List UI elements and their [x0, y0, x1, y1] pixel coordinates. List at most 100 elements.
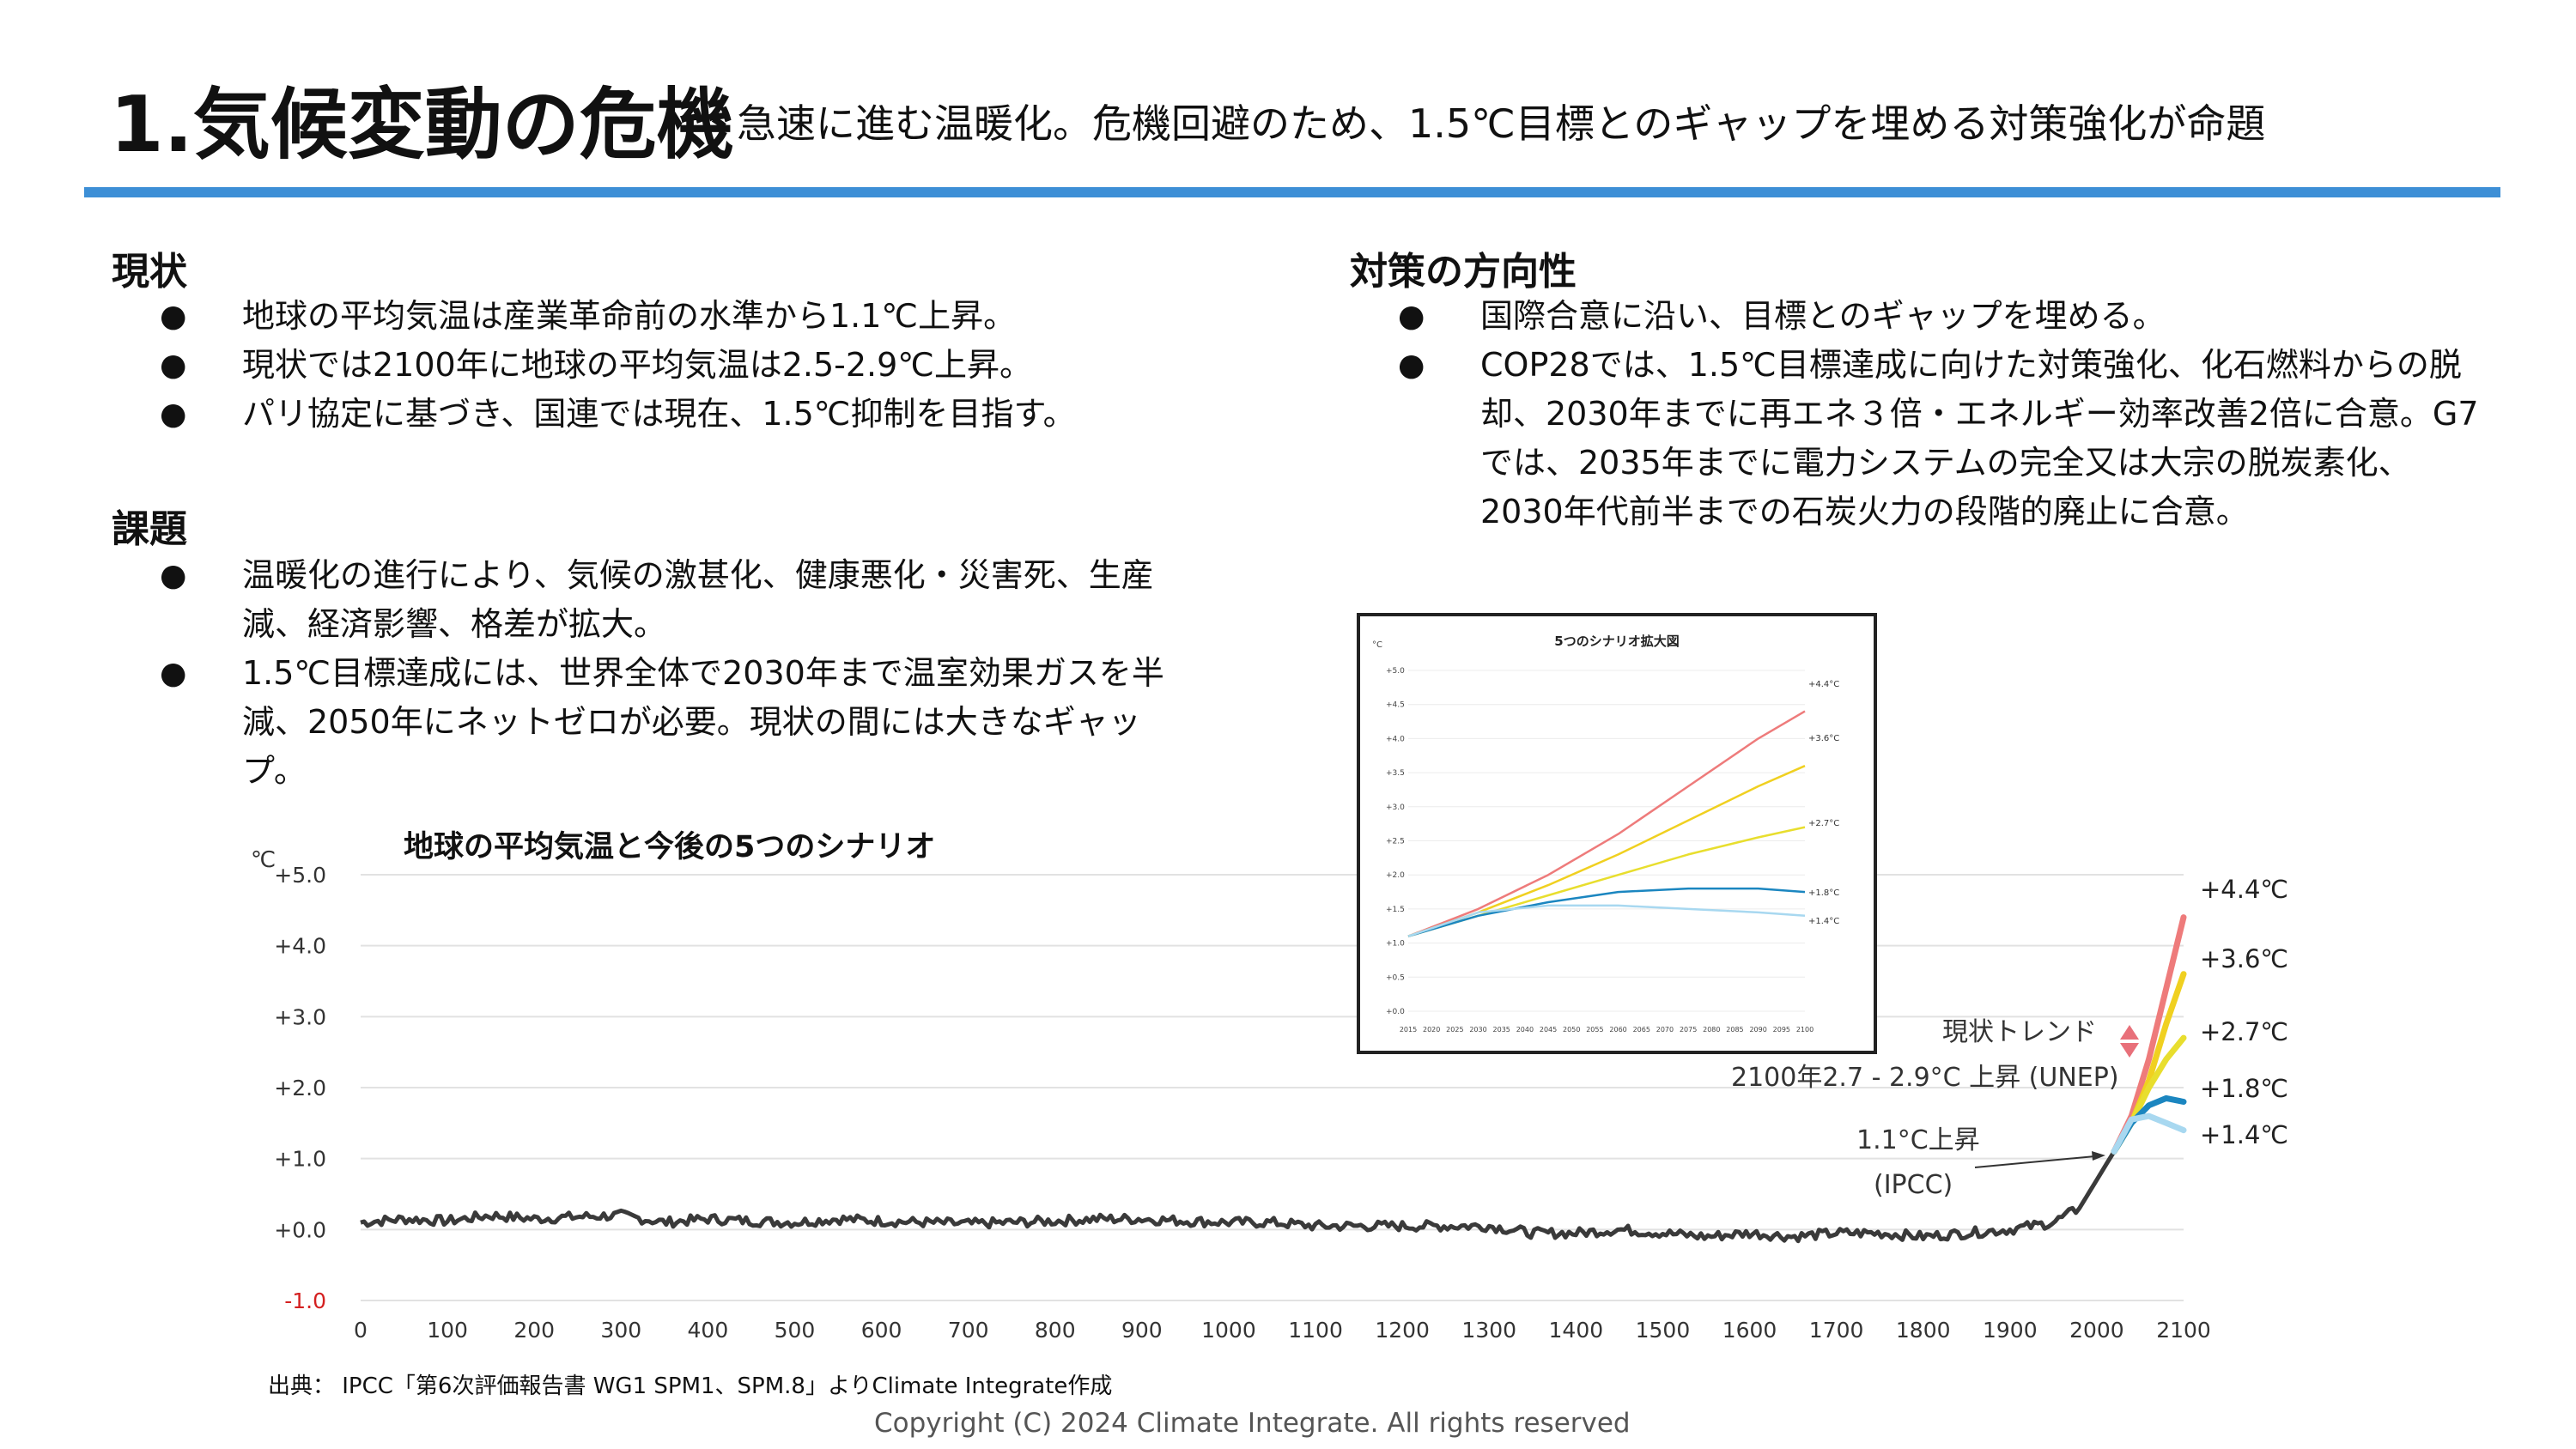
inset-scenario-label: +4.4°C [1808, 680, 1839, 689]
scenario-label: +3.6℃ [2200, 944, 2288, 973]
x-tick-label: 1100 [1288, 1318, 1343, 1343]
inset-y-tick-label: +2.5 [1386, 838, 1405, 846]
list-item: ● 現状では2100年に地球の平均気温は2.5-2.9℃上昇。 [112, 341, 1185, 390]
x-tick-label: 200 [513, 1318, 555, 1343]
issues-heading: 課題 [112, 507, 187, 551]
x-tick-label: 500 [775, 1318, 816, 1343]
issues-list: ● 温暖化の進行により、気候の激甚化、健康悪化・災害死、生産減、経済影響、格差が拡… [112, 551, 1176, 796]
inset-scenario-label: +1.4°C [1808, 917, 1839, 926]
measures-list: ● 国際合意に沿い、目標とのギャップを埋める。 ● COP28では、1.5℃目標達成… [1350, 292, 2492, 537]
inset-y-tick-label: +3.5 [1386, 769, 1405, 778]
inset-x-tick-label: 2050 [1563, 1026, 1580, 1034]
inset-y-tick-label: +5.0 [1386, 667, 1405, 676]
list-item: ● 地球の平均気温は産業革命前の水準から1.1℃上昇。 [112, 292, 1185, 341]
y-tick-label: +3.0 [274, 1004, 326, 1029]
inset-y-tick-label: +3.0 [1386, 803, 1405, 812]
inset-chart-frame: +5.0 +4.5 +4.0 +3.5 +3.0 +2.5 +2.0 +1.5 +1.0 +0.5… [1357, 613, 1877, 1054]
x-tick-label: 1200 [1375, 1318, 1430, 1343]
inset-y-tick-label: +0.5 [1386, 973, 1405, 982]
trend-annotation: 現状トレンド [1942, 1017, 2097, 1047]
inset-x-tick-label: 2055 [1586, 1026, 1603, 1034]
x-tick-label: 800 [1035, 1318, 1076, 1343]
list-item-text: 現状では2100年に地球の平均気温は2.5-2.9℃上昇。 [242, 346, 1032, 384]
y-tick-label: +4.0 [274, 934, 326, 959]
y-tick-label: +0.0 [274, 1217, 326, 1242]
x-tick-label: 1600 [1722, 1318, 1777, 1343]
inset-x-tick-label: 2025 [1446, 1026, 1463, 1034]
y-unit-label: ℃ [251, 847, 276, 873]
inset-x-tick-label: 2020 [1423, 1026, 1440, 1034]
list-item: ● COP28では、1.5℃目標達成に向けた対策強化、化石燃料からの脱却、2030… [1350, 341, 2492, 537]
inset-scenario-line [1407, 887, 1806, 937]
header-rule [84, 187, 2500, 197]
ipcc-rise-annotation: 1.1°C上昇 [1856, 1125, 1980, 1155]
inset-y-tick-label: +2.0 [1386, 871, 1405, 880]
chart-title: 地球の平均気温と今後の5つのシナリオ [404, 830, 936, 864]
inset-y-tick-label: +1.5 [1386, 906, 1405, 914]
bullet-icon: ● [160, 656, 187, 691]
source-note: 出典： IPCC「第6次評価報告書 WG1 SPM1、SPM.8」よりClima… [268, 1373, 1113, 1399]
inset-scenario-line [1407, 904, 1806, 937]
x-tick-label: 700 [948, 1318, 989, 1343]
list-item-text: 温暖化の進行により、気候の激甚化、健康悪化・災害死、生産減、経済影響、格差が拡大… [242, 556, 1154, 643]
x-tick-label: 1300 [1461, 1318, 1516, 1343]
x-tick-label: 300 [600, 1318, 641, 1343]
inset-x-tick-label: 2090 [1749, 1026, 1766, 1034]
inset-scenario-label: +2.7°C [1808, 819, 1839, 828]
ipcc-source-annotation: (IPCC) [1874, 1170, 1953, 1200]
history-line [360, 1150, 2117, 1244]
x-tick-label: 1500 [1636, 1318, 1691, 1343]
scenario-label: +1.4℃ [2200, 1120, 2288, 1149]
inset-y-tick-label: +1.0 [1386, 940, 1405, 949]
y-tick-label: +1.0 [274, 1147, 326, 1172]
inset-y-tick-label: +0.0 [1386, 1008, 1405, 1016]
list-item: ● 国際合意に沿い、目標とのギャップを埋める。 [1350, 292, 2492, 341]
copyright: Copyright (C) 2024 Climate Integrate. Al… [874, 1408, 1631, 1439]
inset-scenario-label: +1.8°C [1808, 888, 1839, 898]
inset-y-tick-label: +4.0 [1386, 735, 1405, 743]
page-title: 1.気候変動の危機 [110, 80, 734, 170]
unep-annotation: 2100年2.7 - 2.9°C 上昇 (UNEP) [1731, 1063, 2119, 1093]
trend-arrow-icon [2120, 1025, 2139, 1058]
x-tick-label: 1000 [1201, 1318, 1256, 1343]
inset-x-tick-label: 2085 [1726, 1026, 1743, 1034]
inset-scenario-label: +3.6°C [1808, 734, 1839, 743]
inset-x-tick-label: 2035 [1493, 1026, 1510, 1034]
list-item-text: 国際合意に沿い、目標とのギャップを埋める。 [1480, 297, 2166, 335]
bullet-icon: ● [160, 348, 187, 383]
y-tick-label: -1.0 [284, 1288, 326, 1313]
x-tick-label: 1400 [1549, 1318, 1604, 1343]
inset-scenario-chart: +5.0 +4.5 +4.0 +3.5 +3.0 +2.5 +2.0 +1.5 +1.0 +0.5… [1372, 634, 1839, 1034]
y-tick-label: +2.0 [274, 1076, 326, 1100]
scenario-line [2111, 1113, 2187, 1155]
list-item: ● パリ協定に基づき、国連では現在、1.5℃抑制を目指す。 [112, 390, 1185, 439]
x-tick-label: 1900 [1983, 1318, 2038, 1343]
inset-x-tick-label: 2015 [1400, 1026, 1417, 1034]
scenario-label: +1.8℃ [2200, 1074, 2288, 1103]
scenario-label: +4.4℃ [2200, 875, 2288, 904]
bullet-icon: ● [160, 558, 187, 593]
bullet-icon: ● [160, 397, 187, 432]
inset-x-tick-label: 2075 [1680, 1026, 1697, 1034]
x-tick-label: 600 [861, 1318, 902, 1343]
inset-x-tick-label: 2100 [1796, 1026, 1814, 1034]
inset-x-tick-label: 2030 [1469, 1026, 1486, 1034]
inset-y-tick-label: +4.5 [1386, 701, 1405, 710]
inset-x-tick-label: 2095 [1773, 1026, 1790, 1034]
bullet-icon: ● [1398, 299, 1425, 334]
inset-x-tick-label: 2065 [1633, 1026, 1650, 1034]
list-item-text: 1.5℃目標達成には、世界全体で2030年まで温室効果ガスを半減、2050年にネ… [242, 654, 1164, 790]
list-item: ● 1.5℃目標達成には、世界全体で2030年まで温室効果ガスを半減、2050年に… [112, 649, 1176, 796]
inset-x-tick-label: 2060 [1609, 1026, 1626, 1034]
page-subtitle: 急速に進む温暖化。危機回避のため、1.5℃目標とのギャップを埋める対策強化が命題 [737, 100, 2266, 147]
bullet-icon: ● [1398, 348, 1425, 383]
x-tick-label: 400 [688, 1318, 729, 1343]
inset-x-tick-label: 2045 [1540, 1026, 1557, 1034]
x-tick-label: 0 [354, 1318, 368, 1343]
inset-x-tick-label: 2080 [1703, 1026, 1720, 1034]
inset-x-tick-label: 2040 [1516, 1026, 1534, 1034]
inset-chart-title: 5つのシナリオ拡大図 [1554, 634, 1679, 649]
list-item-text: 地球の平均気温は産業革命前の水準から1.1℃上昇。 [242, 297, 1017, 335]
current-list: ● 地球の平均気温は産業革命前の水準から1.1℃上昇。 ● 現状では2100年に地球… [112, 292, 1185, 439]
